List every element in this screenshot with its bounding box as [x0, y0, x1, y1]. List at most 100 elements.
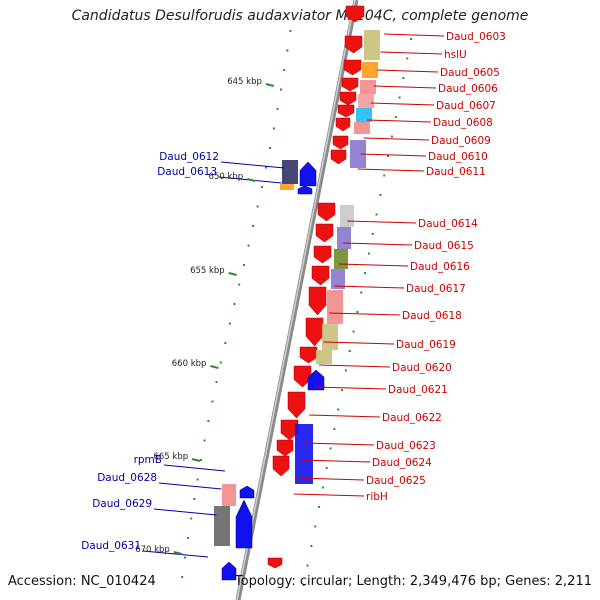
tick-dot [325, 467, 328, 469]
tick-dot [279, 88, 282, 91]
forward-gene-arrow [287, 391, 306, 419]
gene-label-daud_0611: Daud_0611 [426, 166, 486, 178]
gene-label-daud_0617: Daud_0617 [406, 283, 466, 295]
tick-dot [341, 389, 344, 391]
tick-dot [207, 420, 210, 422]
gene-label-daud_0603: Daud_0603 [446, 31, 506, 43]
leader-line [163, 464, 225, 472]
track-box [350, 140, 366, 168]
gene-label-daud_0613: Daud_0613 [157, 166, 217, 178]
leader-line [367, 119, 432, 123]
tick-label: 660 kbp [172, 359, 207, 369]
gene-label-daud_0623: Daud_0623 [376, 440, 436, 452]
tick-mark [191, 458, 201, 462]
tick-dot [260, 186, 263, 188]
leader-line [343, 242, 413, 246]
tick-dot [181, 576, 184, 578]
leader-line [319, 364, 391, 368]
tick-dot [283, 69, 286, 71]
forward-gene-arrow [330, 149, 347, 165]
tick-dot [360, 291, 363, 294]
forward-gene-arrow [335, 117, 351, 132]
gene-label-hslu: hslU [444, 49, 467, 61]
track-box [322, 324, 338, 350]
track-box [337, 227, 351, 249]
tick-mark [173, 551, 183, 555]
track-box [214, 506, 230, 546]
genome-backbone-highlight [236, 0, 356, 600]
tick-dot [394, 116, 397, 118]
tick-dot [289, 30, 292, 32]
track-box [280, 184, 294, 190]
tick-dot [228, 322, 231, 325]
forward-gene-arrow [308, 286, 327, 316]
gene-label-daud_0610: Daud_0610 [428, 151, 488, 163]
track-box [356, 108, 372, 122]
tick-dot [200, 459, 203, 461]
track-box [295, 424, 313, 484]
track-box [362, 62, 378, 78]
leader-line [347, 220, 417, 224]
gene-label-daud_0621: Daud_0621 [388, 384, 448, 396]
leader-line [338, 263, 409, 267]
leader-line [370, 102, 435, 106]
tick-label: 645 kbp [227, 77, 262, 87]
tick-dot [265, 166, 268, 169]
tick-dot [333, 428, 336, 430]
forward-gene-arrow [267, 557, 283, 569]
leader-line [293, 493, 365, 497]
track-box [340, 205, 354, 227]
leader-line [360, 153, 427, 157]
leader-line [142, 550, 209, 558]
tick-dot [247, 244, 250, 247]
leader-line [314, 386, 387, 390]
gene-label-daud_0631: Daud_0631 [81, 540, 141, 552]
forward-gene-arrow [317, 202, 336, 222]
tick-dot [233, 303, 236, 305]
leader-line [357, 168, 425, 172]
tick-label: 655 kbp [190, 266, 225, 276]
gene-label-daud_0612: Daud_0612 [159, 151, 219, 163]
forward-gene-arrow [345, 5, 365, 23]
forward-gene-arrow [293, 365, 312, 388]
gene-label-ribh: ribH [366, 491, 388, 503]
reverse-gene-arrow [235, 499, 253, 549]
forward-gene-arrow [344, 35, 363, 54]
tick-dot [387, 155, 390, 157]
tick-dot [310, 545, 313, 547]
tick-dot [302, 584, 305, 586]
leader-line [363, 137, 430, 141]
forward-gene-arrow [276, 439, 294, 457]
gene-label-daud_0614: Daud_0614 [418, 218, 478, 230]
tick-dot [348, 350, 351, 352]
tick-dot [379, 194, 382, 196]
track-box [364, 30, 380, 60]
leader-line [220, 161, 285, 169]
track-box [360, 80, 376, 94]
gene-label-daud_0622: Daud_0622 [382, 412, 442, 424]
tick-dot [196, 478, 199, 481]
reverse-gene-arrow [299, 161, 317, 187]
gene-labels: Daud_0603 hslU Daud_0605 Daud_0606 Daud_0607… [81, 31, 506, 552]
gene-label-daud_0625: Daud_0625 [366, 475, 426, 487]
genome-title: Candidatus Desulforudis audaxviator MP10… [71, 8, 529, 24]
tick-dot [314, 525, 317, 528]
forward-gene-arrow [339, 91, 357, 106]
gene-label-daud_0615: Daud_0615 [414, 240, 474, 252]
tick-mark [246, 178, 256, 182]
forward-gene-arrow [311, 265, 330, 286]
gene-label-daud_0605: Daud_0605 [440, 67, 500, 79]
tick-dot [272, 127, 275, 130]
leader-line [309, 414, 381, 418]
label-leaders [142, 33, 445, 558]
tick-dot [286, 49, 289, 52]
tick-dot [344, 369, 347, 372]
tick-dot [187, 537, 190, 539]
accession-text: Accession: NC_010424 [8, 574, 156, 589]
leader-line [158, 482, 222, 490]
tick-dot [203, 439, 206, 442]
tick-dot [238, 283, 241, 286]
tick-dot [356, 311, 359, 313]
tick-dot [184, 556, 187, 559]
